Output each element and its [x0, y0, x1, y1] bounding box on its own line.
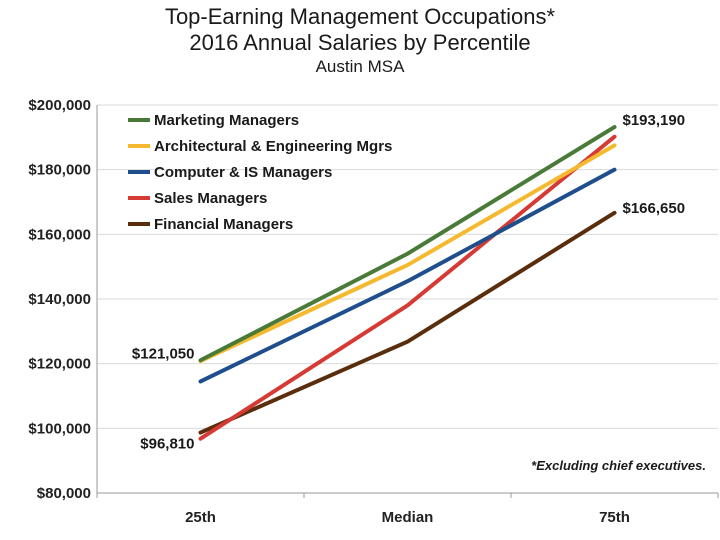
- y-tick-label: $120,000: [28, 356, 91, 373]
- data-label: $166,650: [623, 200, 686, 217]
- y-tick-label: $160,000: [28, 226, 91, 243]
- data-label: $96,810: [140, 436, 194, 453]
- series-line: [198, 210, 617, 435]
- data-label: $121,050: [132, 345, 195, 362]
- chart-title-block: Top-Earning Management Occupations* 2016…: [0, 4, 720, 78]
- series-line: [198, 125, 617, 363]
- series-line: [198, 167, 617, 384]
- legend-label: Architectural & Engineering Mgrs: [154, 138, 392, 155]
- x-tick-label: Median: [382, 509, 434, 526]
- chart-title-line-2: 2016 Annual Salaries by Percentile: [189, 30, 531, 55]
- x-tick-label: 75th: [599, 509, 630, 526]
- data-label: $193,190: [623, 112, 686, 129]
- y-tick-label: $180,000: [28, 162, 91, 179]
- legend-label: Financial Managers: [154, 216, 293, 233]
- legend-label: Sales Managers: [154, 190, 267, 207]
- series-line: [198, 143, 617, 364]
- y-tick-label: $80,000: [37, 485, 91, 502]
- legend-label: Marketing Managers: [154, 112, 299, 129]
- legend-label: Computer & IS Managers: [154, 164, 332, 181]
- x-tick-label: 25th: [185, 509, 216, 526]
- y-tick-label: $100,000: [28, 420, 91, 437]
- chart-subtitle: Austin MSA: [315, 57, 405, 76]
- footnote: *Excluding chief executives.: [531, 458, 706, 473]
- series-line: [198, 134, 617, 441]
- y-tick-label: $140,000: [28, 291, 91, 308]
- chart-title: Top-Earning Management Occupations*: [164, 4, 556, 29]
- y-tick-label: $200,000: [28, 97, 91, 114]
